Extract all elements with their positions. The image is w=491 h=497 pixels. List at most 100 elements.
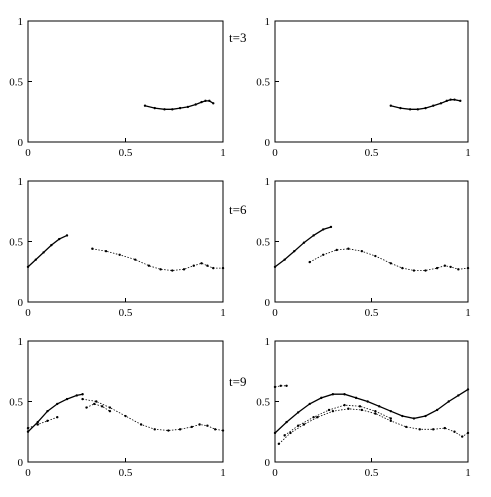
y-tick-label: 0 (18, 137, 24, 149)
panels-group: 0 0.5 1 0 0.5 1 0 0.5 1 0 0.5 1 0 0.5 1 0 0.5 1 0 0.5 1 0 0.5 1… (9, 16, 471, 479)
panel-1: 0 0.5 1 0 0.5 1 (9, 16, 226, 159)
series-1 (273, 388, 470, 435)
series-trace (274, 388, 469, 434)
y-tick-label: 1 (18, 176, 24, 188)
series-trace (309, 248, 469, 271)
x-tick-label: 1 (220, 307, 226, 319)
data-point (93, 402, 96, 406)
series-1 (273, 225, 333, 269)
plot-frame (274, 20, 469, 143)
x-tick-label: 0.5 (119, 467, 133, 479)
x-tick-label: 0.5 (119, 147, 133, 159)
series-trace (284, 404, 391, 436)
data-point (104, 249, 108, 253)
data-point (95, 400, 98, 403)
series-trace (274, 385, 287, 388)
x-tick-label: 0 (25, 467, 31, 479)
y-tick-label: 0.5 (256, 77, 270, 89)
series-1 (389, 98, 462, 111)
series-2 (277, 407, 470, 446)
x-tick-label: 0 (25, 147, 31, 159)
y-tick-label: 1 (18, 336, 24, 348)
data-point (221, 429, 225, 432)
time-labels: t=3 t=6 t=9 (229, 30, 247, 389)
plot-frame (274, 340, 469, 463)
data-point (81, 397, 84, 401)
series-4 (85, 402, 112, 413)
plot-frame (274, 180, 469, 303)
x-tick-label: 1 (465, 307, 471, 319)
x-tick-label: 0.5 (365, 307, 379, 319)
data-point (424, 269, 427, 272)
panel-6: 0 0.5 1 0 0.5 1 (256, 336, 471, 479)
data-point (405, 425, 408, 429)
x-tick-label: 0.5 (365, 467, 379, 479)
data-point (412, 269, 416, 272)
data-point (374, 412, 377, 415)
panel-3: 0 0.5 1 0 0.5 1 (9, 176, 226, 319)
panel-5: 0 0.5 1 0 0.5 1 (9, 336, 226, 479)
plot-frame (27, 180, 224, 303)
series-trace (27, 234, 68, 268)
series-3 (283, 403, 392, 437)
data-point (347, 247, 350, 250)
y-tick-label: 1 (265, 16, 271, 28)
series-2 (308, 247, 470, 272)
series-trace (86, 403, 111, 412)
series-1 (143, 99, 215, 111)
x-tick-label: 1 (220, 147, 226, 159)
time-label-t3: t=3 (229, 30, 246, 45)
data-point (190, 425, 193, 429)
series-trace (27, 416, 58, 429)
x-tick-label: 0.5 (119, 307, 133, 319)
y-tick-label: 1 (265, 336, 271, 348)
series-2 (81, 397, 225, 432)
x-tick-label: 1 (220, 467, 226, 479)
data-point (360, 408, 364, 412)
data-point (358, 405, 362, 408)
series-trace (390, 99, 461, 110)
y-tick-label: 0 (265, 457, 271, 469)
series-1 (26, 393, 84, 433)
series-trace (278, 408, 469, 445)
series-trace (92, 248, 223, 271)
x-tick-label: 0 (272, 307, 278, 319)
series-trace (144, 100, 214, 110)
x-tick-label: 1 (465, 467, 471, 479)
series-4 (273, 384, 288, 389)
time-label-t9: t=9 (229, 374, 246, 389)
data-point (214, 428, 217, 431)
panel-2: 0 0.5 1 0 0.5 1 (256, 16, 471, 159)
data-point (159, 268, 162, 271)
series-trace (82, 398, 224, 431)
x-tick-label: 0 (25, 307, 31, 319)
data-point (91, 247, 94, 250)
data-point (432, 428, 435, 431)
y-tick-label: 0 (265, 137, 271, 149)
series-trace (274, 226, 332, 268)
data-point (171, 269, 174, 272)
series-1 (26, 234, 69, 269)
data-point (178, 428, 182, 431)
y-tick-label: 0.5 (9, 237, 23, 249)
data-point (335, 248, 338, 252)
data-point (182, 268, 186, 271)
y-tick-label: 1 (265, 176, 271, 188)
y-tick-label: 0.5 (9, 77, 23, 89)
series-trace (27, 393, 83, 433)
data-point (343, 403, 346, 407)
y-tick-label: 0.5 (9, 397, 23, 409)
y-tick-label: 0.5 (256, 397, 270, 409)
x-tick-label: 0 (272, 467, 278, 479)
series-3 (26, 416, 59, 430)
y-tick-label: 1 (18, 16, 24, 28)
y-tick-label: 0 (265, 297, 271, 309)
y-tick-label: 0.5 (256, 237, 270, 249)
data-point (279, 384, 282, 387)
series-2 (91, 247, 225, 272)
time-label-t6: t=6 (229, 202, 247, 217)
data-point (285, 384, 288, 387)
panel-4: 0 0.5 1 0 0.5 1 (256, 176, 471, 319)
plot-frame (27, 340, 224, 463)
